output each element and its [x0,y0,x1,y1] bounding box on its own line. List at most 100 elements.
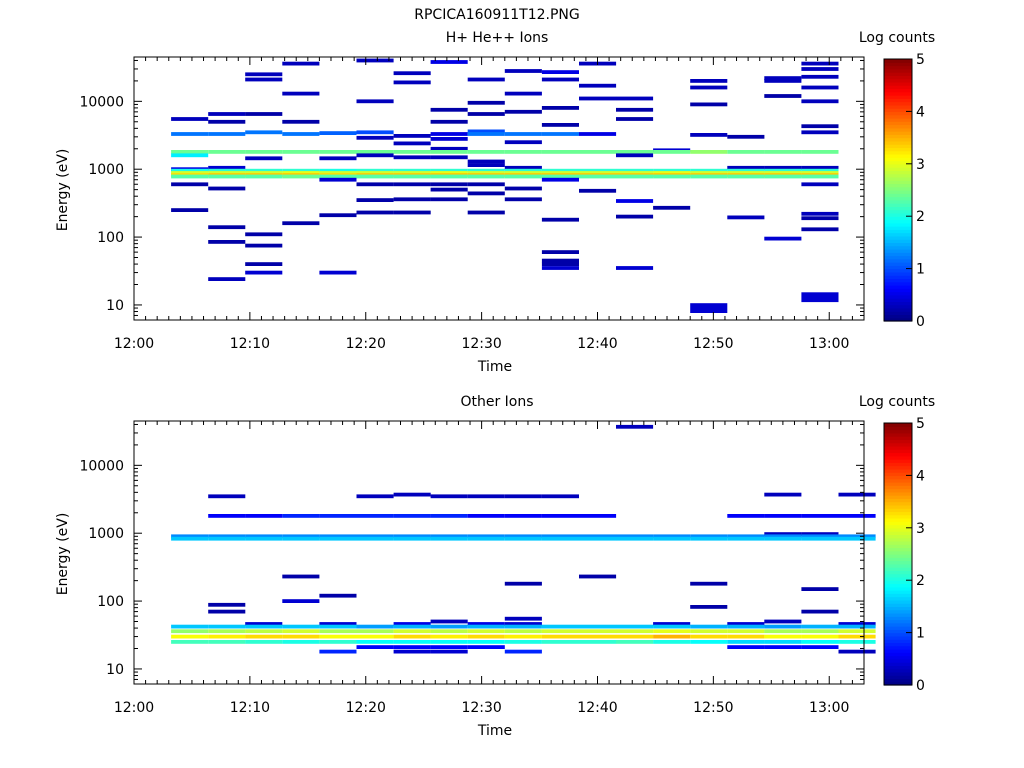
y-tick-label: 100 [97,230,124,246]
heatmap-cell [319,593,357,598]
heatmap-cell [208,225,246,230]
heatmap-cell [579,150,617,154]
heatmap-cell [727,622,765,626]
heatmap-cell [430,182,468,187]
heatmap-cell [319,634,357,639]
heatmap-cell [356,536,394,541]
colorbar-segment [884,248,912,253]
colorbar-segment [884,271,912,276]
colorbar-segment [884,648,912,653]
heatmap-cell [616,640,654,644]
heatmap-cell [764,168,802,173]
heatmap-cell [764,165,802,170]
heatmap-cell [245,112,283,116]
heatmap-cell [430,634,468,639]
heatmap-cell [393,168,431,173]
heatmap-cell [319,624,357,629]
heatmap-cell [727,165,765,170]
colorbar-segment [884,668,912,673]
heatmap-cell [356,150,394,154]
heatmap-cell [208,240,246,244]
heatmap-cell [171,117,209,121]
y-tick-label: 10000 [79,458,124,474]
heatmap-cell [356,130,394,135]
heatmap-cell [653,168,691,173]
heatmap-cell [282,168,320,173]
heatmap-cell [393,150,431,154]
x-axis-label: Time [477,723,512,739]
heatmap-cell [504,197,542,202]
colorbar-segment [884,534,912,539]
heatmap-cell [504,536,542,541]
heatmap-cell [764,174,802,179]
heatmap-cell [541,77,579,82]
heatmap-cell [393,182,431,187]
heatmap-cell [504,640,542,644]
heatmap-cell [430,649,468,654]
heatmap-cell [616,168,654,173]
heatmap-cell [541,258,579,263]
colorbar-segment [884,537,912,542]
colorbar-label: Log counts [859,394,935,410]
heatmap-cell [245,232,283,237]
heatmap-cell [838,622,876,626]
heatmap-cell [504,629,542,634]
colorbar-segment [884,124,912,129]
heatmap-cell [801,536,839,541]
colorbar-segment [884,265,912,270]
heatmap-cell [801,124,839,129]
colorbar-segment [884,111,912,116]
heatmap-cell [467,622,505,626]
heatmap-cell [541,132,579,136]
heatmap-cell [801,85,839,90]
colorbar-segment [884,576,912,581]
heatmap-cell [541,174,579,179]
heatmap-cell [764,619,802,624]
heatmap-cell [430,132,468,136]
colorbar-segment [884,153,912,158]
heatmap-cell [171,174,209,179]
y-tick-label: 10000 [79,94,124,110]
heatmap-cell [393,629,431,634]
colorbar-segment [884,560,912,565]
colorbar-segment [884,78,912,83]
heatmap-cell [541,177,579,182]
heatmap-cell [616,624,654,629]
heatmap-cell [356,494,394,499]
colorbar-segment [884,626,912,630]
colorbar-segment [884,245,912,250]
x-tick-label: 12:00 [114,336,154,352]
heatmap-cell [282,624,320,629]
colorbar-segment [884,301,912,306]
heatmap-cell [282,119,320,124]
heatmap-cell [430,168,468,173]
heatmap-cell [319,649,357,654]
heatmap-cell [467,494,505,499]
x-tick-label: 12:00 [114,700,154,716]
heatmap-cell [208,602,246,607]
heatmap-cell [690,605,728,609]
colorbar-segment [884,104,912,109]
heatmap-cell [616,153,654,158]
heatmap-cell [579,132,617,136]
colorbar-segment [884,665,912,670]
heatmap-cell [467,624,505,629]
heatmap-cell [356,58,394,63]
heatmap-cell [727,168,765,173]
heatmap-cell [541,168,579,173]
colorbar-tick-label: 1 [916,626,925,642]
heatmap-cell [208,112,246,116]
colorbar-segment [884,281,912,286]
colorbar-segment [884,583,912,588]
heatmap-cell [616,536,654,541]
heatmap-cell [356,174,394,179]
heatmap-cell [616,634,654,639]
heatmap-cell [764,150,802,154]
heatmap-cell [579,174,617,179]
heatmap-cell [171,629,209,634]
heatmap-cell [653,534,691,539]
heatmap-cell [801,171,839,175]
colorbar-segment [884,108,912,113]
heatmap-cell [282,150,320,154]
colorbar-segment [884,196,912,201]
